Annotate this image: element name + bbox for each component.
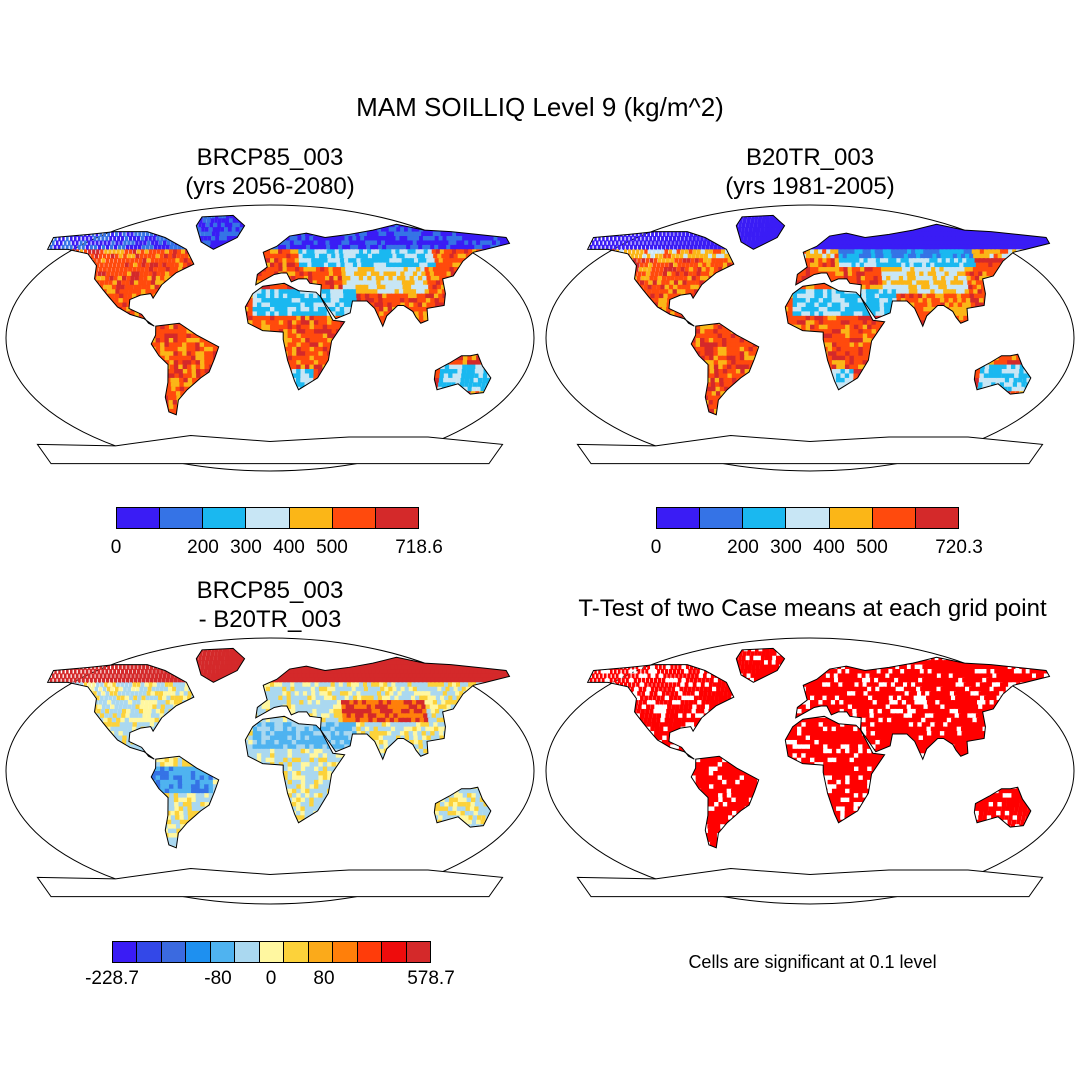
colorbar-label: 300 bbox=[230, 537, 262, 559]
coastline-na bbox=[46, 231, 195, 327]
colorbar-box bbox=[161, 942, 187, 962]
colorbar-box bbox=[308, 942, 334, 962]
coastline-an bbox=[36, 868, 504, 898]
colorbar-label: 400 bbox=[813, 537, 845, 559]
colorbar-box bbox=[203, 508, 247, 528]
panel-title-line2: (yrs 2056-2080) bbox=[120, 172, 420, 201]
colorbar-label: 578.7 bbox=[407, 968, 455, 990]
colorbar-top-right bbox=[656, 507, 959, 529]
coastline-na bbox=[586, 231, 735, 327]
coastline-af bbox=[244, 282, 346, 391]
colorbar-label: 0 bbox=[111, 537, 122, 559]
colorbar-label: 300 bbox=[770, 537, 802, 559]
coastline-eu bbox=[255, 656, 511, 761]
map-top-left bbox=[5, 204, 535, 472]
colorbar-top-left bbox=[116, 507, 419, 529]
coastline-an bbox=[576, 435, 1044, 465]
coastline-na bbox=[46, 664, 195, 760]
colorbar-box bbox=[113, 942, 138, 962]
colorbar-label: 0 bbox=[651, 537, 662, 559]
panel-title-line1: BRCP85_003 bbox=[120, 143, 420, 172]
coastline-af bbox=[784, 282, 886, 391]
coastline-au bbox=[973, 353, 1032, 395]
colorbar-box bbox=[332, 508, 376, 528]
colorbar-box bbox=[786, 508, 830, 528]
colorbar-box bbox=[117, 508, 161, 528]
colorbar-label: 200 bbox=[187, 537, 219, 559]
panel-title-top-left: BRCP85_003 (yrs 2056-2080) bbox=[120, 143, 420, 201]
colorbar-box bbox=[210, 942, 236, 962]
coastline-eu bbox=[795, 223, 1051, 328]
colorbar-box bbox=[829, 508, 873, 528]
colorbar-box bbox=[357, 942, 383, 962]
colorbar-box bbox=[235, 942, 260, 962]
colorbar-bottom-left bbox=[112, 941, 431, 963]
panel-title-bottom-left: BRCP85_003 - B20TR_003 bbox=[120, 576, 420, 634]
colorbar-label: 500 bbox=[316, 537, 348, 559]
map-bottom-left bbox=[5, 637, 535, 905]
coastline-af bbox=[244, 715, 346, 824]
colorbar-box bbox=[657, 508, 701, 528]
panel-title-bottom-right: T-Test of two Case means at each grid po… bbox=[545, 594, 1080, 623]
colorbar-label: 718.6 bbox=[395, 537, 443, 559]
panel-title-line1: T-Test of two Case means at each grid po… bbox=[545, 594, 1080, 623]
coastline-gr bbox=[195, 214, 246, 250]
colorbar-box bbox=[743, 508, 787, 528]
map-bottom-right bbox=[545, 637, 1075, 905]
colorbar-box bbox=[137, 942, 162, 962]
coastline-sa bbox=[690, 322, 760, 416]
panel-title-line2: (yrs 1981-2005) bbox=[660, 172, 960, 201]
coastline-an bbox=[576, 868, 1044, 898]
colorbar-label: -228.7 bbox=[85, 968, 139, 990]
colorbar-box bbox=[284, 942, 309, 962]
main-title: MAM SOILLIQ Level 9 (kg/m^2) bbox=[0, 92, 1080, 123]
colorbar-label: 200 bbox=[727, 537, 759, 559]
coastline-gr bbox=[735, 647, 786, 683]
colorbar-box bbox=[289, 508, 333, 528]
colorbar-label: 500 bbox=[856, 537, 888, 559]
colorbar-box bbox=[700, 508, 744, 528]
colorbar-box bbox=[872, 508, 916, 528]
coastline-sa bbox=[150, 322, 220, 416]
map-top-right bbox=[545, 204, 1075, 472]
colorbar-box bbox=[259, 942, 285, 962]
colorbar-box bbox=[382, 942, 407, 962]
colorbar-box bbox=[333, 942, 358, 962]
panel-title-line2: - B20TR_003 bbox=[120, 605, 420, 634]
coastline-af bbox=[784, 715, 886, 824]
coastline-au bbox=[433, 786, 492, 828]
colorbar-box bbox=[186, 942, 211, 962]
colorbar-box bbox=[406, 942, 431, 962]
colorbar-label: 720.3 bbox=[935, 537, 983, 559]
colorbar-label: 80 bbox=[313, 968, 334, 990]
coastline-sa bbox=[690, 755, 760, 849]
coastline-au bbox=[973, 786, 1032, 828]
colorbar-label: 0 bbox=[266, 968, 277, 990]
colorbar-box bbox=[375, 508, 418, 528]
significance-note: Cells are significant at 0.1 level bbox=[545, 952, 1080, 973]
coastline-sa bbox=[150, 755, 220, 849]
coastline-au bbox=[433, 353, 492, 395]
colorbar-box bbox=[160, 508, 204, 528]
colorbar-label: 400 bbox=[273, 537, 305, 559]
panel-title-line1: B20TR_003 bbox=[660, 143, 960, 172]
coastline-gr bbox=[735, 214, 786, 250]
coastline-na bbox=[586, 664, 735, 760]
coastline-eu bbox=[255, 223, 511, 328]
coastline-gr bbox=[195, 647, 246, 683]
colorbar-box bbox=[915, 508, 958, 528]
colorbar-label: -80 bbox=[204, 968, 231, 990]
colorbar-box bbox=[246, 508, 290, 528]
panel-title-top-right: B20TR_003 (yrs 1981-2005) bbox=[660, 143, 960, 201]
coastline-an bbox=[36, 435, 504, 465]
coastline-eu bbox=[795, 656, 1051, 761]
panel-title-line1: BRCP85_003 bbox=[120, 576, 420, 605]
